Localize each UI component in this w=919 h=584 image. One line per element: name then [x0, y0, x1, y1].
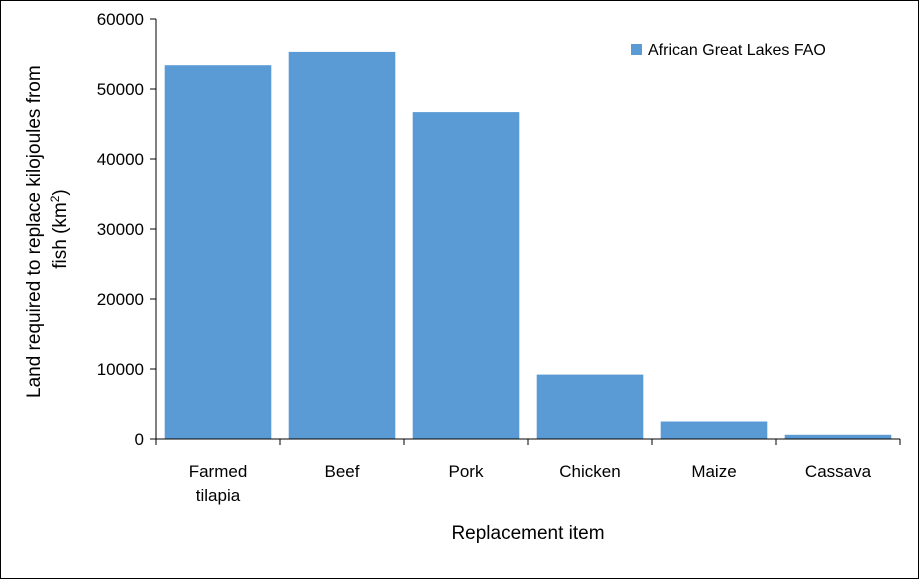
y-axis-title: Land required to replace kilojoules from…: [24, 60, 71, 398]
y-tick-label: 20000: [97, 290, 144, 309]
x-axis-ticks: [155, 439, 901, 445]
y-axis-tick-labels: 0 10000 20000 30000 40000 50000 60000: [97, 10, 144, 449]
x-tick-label-line: Maize: [691, 462, 736, 481]
x-tick-label: Beef: [325, 462, 360, 481]
y-tick-label: 0: [135, 430, 144, 449]
y-tick-label: 40000: [97, 150, 144, 169]
x-axis-tick-labels: Farmed tilapia Beef Pork Chicken Maize Cassava: [189, 462, 872, 505]
y-axis-ticks: [150, 18, 156, 440]
legend: African Great Lakes FAO: [631, 42, 826, 59]
legend-swatch: [631, 44, 642, 55]
y-tick-label: 50000: [97, 80, 144, 99]
x-tick-label: Chicken: [559, 462, 620, 481]
x-tick-label: Farmed tilapia: [189, 462, 248, 505]
bar: [164, 65, 272, 439]
x-axis-title: Replacement item: [451, 523, 604, 544]
y-axis-title-line2: fish (km: [50, 202, 71, 269]
y-axis-title-suffix: ): [50, 189, 71, 195]
y-axis-title-line1: Land required to replace kilojoules from: [24, 65, 45, 398]
bar: [288, 51, 396, 440]
bars-group: [164, 51, 892, 440]
y-tick-label: 60000: [97, 10, 144, 29]
x-tick-label-line: Beef: [325, 462, 360, 481]
x-tick-label-line: tilapia: [196, 486, 241, 505]
x-tick-label-line: Cassava: [805, 462, 872, 481]
bar: [536, 374, 644, 439]
y-axis-title-superscript: 2: [48, 195, 62, 202]
x-tick-label-line: Chicken: [559, 462, 620, 481]
bar: [784, 434, 892, 439]
x-tick-label: Maize: [691, 462, 736, 481]
y-tick-label: 10000: [97, 360, 144, 379]
legend-label: African Great Lakes FAO: [648, 42, 826, 59]
y-tick-label: 30000: [97, 220, 144, 239]
x-tick-label: Pork: [449, 462, 484, 481]
bar: [660, 421, 768, 439]
bar: [412, 112, 520, 439]
x-tick-label: Cassava: [805, 462, 872, 481]
x-tick-label-line: Farmed: [189, 462, 248, 481]
x-tick-label-line: Pork: [449, 462, 484, 481]
